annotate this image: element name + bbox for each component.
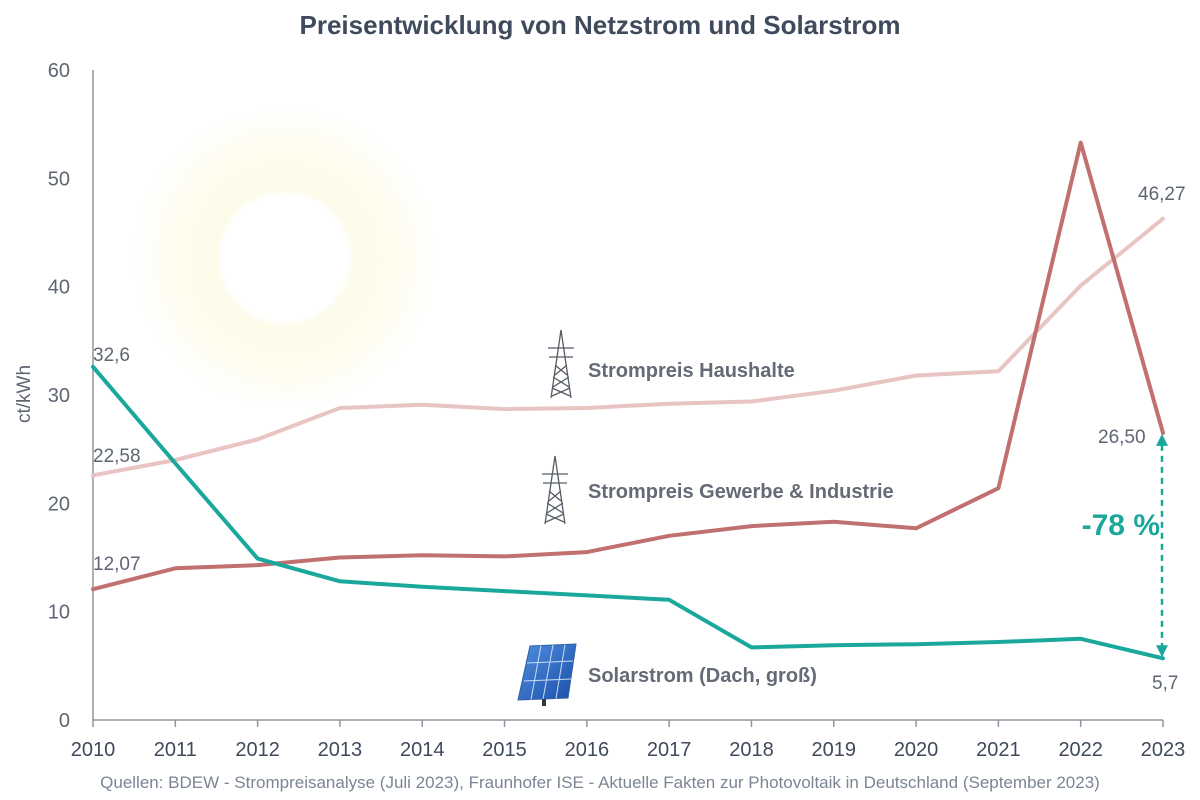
- x-tick-label: 2010: [71, 739, 116, 761]
- y-tick-label: 40: [48, 277, 70, 299]
- sun-decoration: [120, 93, 450, 423]
- y-tick-label: 50: [48, 168, 70, 190]
- chart-title: Preisentwicklung von Netzstrom und Solar…: [299, 10, 901, 40]
- reduction-arrow: [1156, 433, 1168, 658]
- x-tick-label: 2016: [565, 739, 610, 761]
- y-tick-label: 20: [48, 493, 70, 515]
- solar-start-label: 32,6: [93, 345, 130, 366]
- gewerbe-start-label: 12,07: [93, 554, 141, 575]
- series-lines: [91, 140, 1165, 661]
- x-tick-label: 2017: [647, 739, 692, 761]
- series-line-solar: [91, 364, 1165, 661]
- gewerbe-end-label: 26,50: [1098, 427, 1146, 448]
- y-tick-label: 60: [48, 60, 70, 82]
- power-pylon-icon: [548, 329, 574, 399]
- x-tick-label: 2019: [812, 739, 857, 761]
- solar-end-label: 5,7: [1152, 673, 1178, 694]
- solar-panel-icon: [517, 643, 577, 706]
- x-tick-label: 2023: [1141, 739, 1186, 761]
- x-axis-ticks: 2010 2011 2012 2013 2014 2015 2016 2017 2018 2019…: [71, 720, 1186, 761]
- series-line-haushalte: [91, 216, 1165, 478]
- y-tick-label: 0: [59, 710, 70, 732]
- reduction-label: -78 %: [1082, 509, 1160, 542]
- y-tick-label: 30: [48, 385, 70, 407]
- x-tick-label: 2022: [1058, 739, 1103, 761]
- x-tick-label: 2015: [482, 739, 527, 761]
- x-tick-label: 2012: [235, 739, 280, 761]
- x-tick-label: 2011: [154, 739, 197, 761]
- x-tick-label: 2014: [400, 739, 445, 761]
- y-axis-ticks: 0 10 20 30 40 50 60: [48, 60, 70, 732]
- y-axis-label: ct/kWh: [14, 365, 35, 423]
- power-pylon-icon: [542, 455, 568, 525]
- legend-haushalte: Strompreis Haushalte: [588, 360, 795, 382]
- axes: [92, 70, 1163, 721]
- source-note: Quellen: BDEW - Strompreisanalyse (Juli …: [100, 773, 1100, 792]
- legend-gewerbe: Strompreis Gewerbe & Industrie: [588, 481, 894, 503]
- x-tick-label: 2018: [729, 739, 774, 761]
- y-tick-label: 10: [48, 602, 70, 624]
- x-tick-label: 2013: [318, 739, 363, 761]
- legend-solar: Solarstrom (Dach, groß): [588, 665, 817, 687]
- haushalte-start-label: 22,58: [93, 446, 141, 467]
- haushalte-end-label: 46,27: [1138, 184, 1186, 205]
- x-tick-label: 2021: [976, 739, 1021, 761]
- x-tick-label: 2020: [894, 739, 939, 761]
